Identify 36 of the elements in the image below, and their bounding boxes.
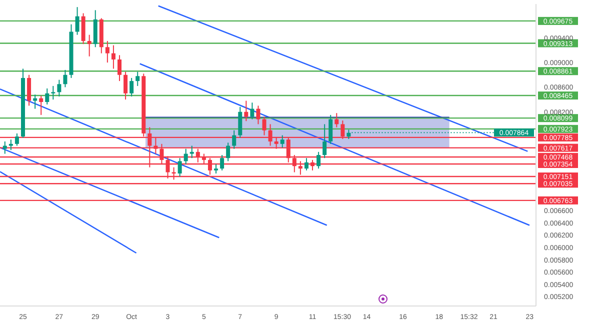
candlestick bbox=[63, 69, 68, 88]
candlestick bbox=[238, 106, 242, 138]
candlestick bbox=[105, 40, 110, 64]
candlestick bbox=[316, 151, 321, 170]
candlestick bbox=[346, 129, 351, 140]
candlestick bbox=[124, 71, 128, 100]
candlestick bbox=[232, 130, 236, 150]
candlestick bbox=[226, 142, 230, 162]
candlestick bbox=[51, 85, 56, 100]
candlestick bbox=[111, 44, 116, 70]
candlestick bbox=[250, 102, 254, 120]
candlestick bbox=[14, 132, 19, 146]
candlestick bbox=[178, 158, 182, 178]
candlestick bbox=[184, 148, 188, 165]
candlestick bbox=[33, 94, 38, 110]
candlestick bbox=[190, 145, 194, 159]
candlestick bbox=[75, 6, 80, 36]
candlestick bbox=[57, 79, 62, 97]
candlestick bbox=[2, 140, 7, 154]
candlestick bbox=[27, 74, 32, 106]
candlestick bbox=[214, 164, 218, 174]
candlestick bbox=[87, 34, 92, 57]
candlestick bbox=[130, 77, 134, 97]
candlestick bbox=[136, 71, 140, 86]
candlestick bbox=[304, 158, 308, 171]
candlestick bbox=[328, 114, 333, 144]
candlestick bbox=[45, 88, 50, 105]
candlestick bbox=[256, 105, 260, 125]
candlestick bbox=[334, 112, 339, 128]
candlestick bbox=[322, 124, 327, 159]
candlestick bbox=[220, 154, 224, 171]
candlestick bbox=[39, 95, 44, 116]
candlestick bbox=[244, 100, 248, 122]
candlestick bbox=[118, 54, 122, 82]
candlestick bbox=[8, 139, 13, 151]
candlestick bbox=[280, 134, 284, 148]
